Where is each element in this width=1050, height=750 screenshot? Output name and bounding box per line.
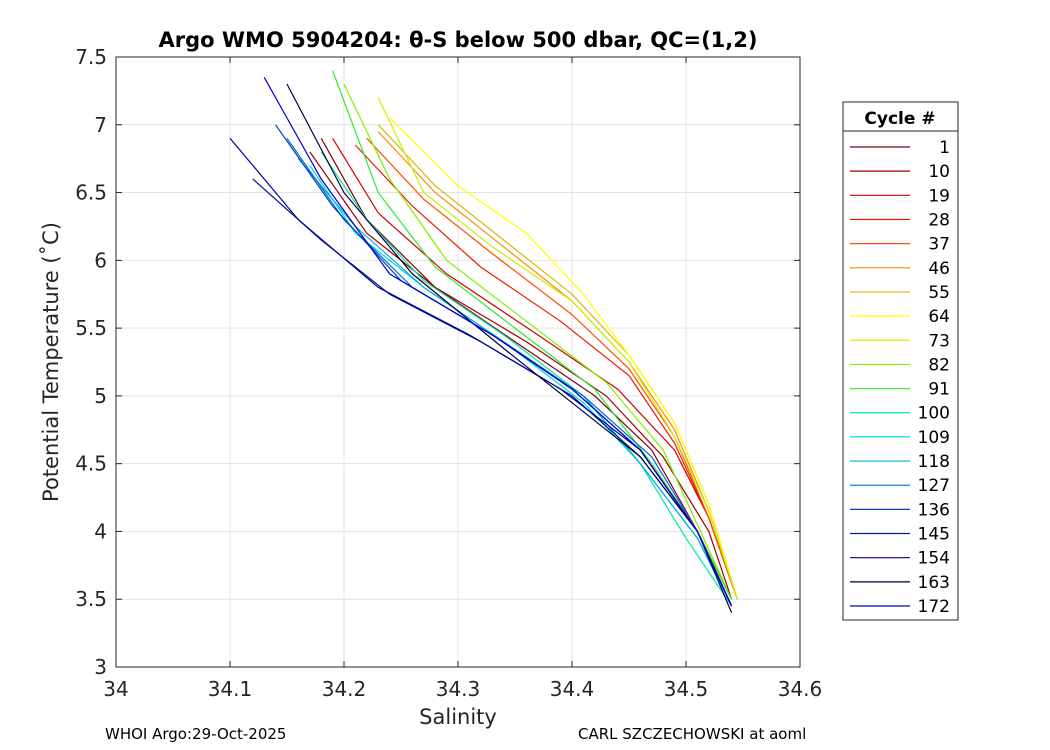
series-line-cycle-37	[366, 137, 738, 600]
plot-area	[115, 56, 801, 668]
y-tick-label: 4.5	[75, 452, 107, 476]
y-tick-label: 5	[94, 384, 107, 408]
y-tick-label: 3	[94, 655, 107, 679]
legend-label-cycle-154: 154	[918, 549, 950, 569]
x-tick-label: 34.1	[208, 677, 253, 701]
x-tick-label: 34.2	[322, 677, 367, 701]
legend-label-cycle-100: 100	[918, 404, 950, 424]
legend-label-cycle-46: 46	[928, 259, 950, 279]
x-tick-label: 34.3	[436, 677, 481, 701]
legend-label-cycle-28: 28	[928, 210, 950, 230]
legend-label-cycle-37: 37	[928, 235, 950, 255]
series-line-cycle-172	[263, 77, 733, 607]
series-line-cycle-82	[343, 83, 733, 600]
y-tick-label: 3.5	[75, 587, 107, 611]
y-tick-label: 6	[94, 248, 107, 272]
legend-title: Cycle #	[864, 109, 935, 129]
x-tick-label: 34.4	[550, 677, 595, 701]
footer-right: CARL SZCZECHOWSKI at aoml	[578, 725, 807, 743]
x-tick-label: 34.6	[778, 677, 823, 701]
series-lines	[229, 70, 738, 614]
x-tick-label: 34.5	[664, 677, 709, 701]
legend-label-cycle-1: 1	[939, 138, 950, 158]
legend-label-cycle-55: 55	[928, 283, 950, 303]
legend-label-cycle-172: 172	[918, 597, 950, 617]
series-line-cycle-100	[320, 151, 733, 607]
legend-label-cycle-109: 109	[918, 428, 950, 448]
footer-left: WHOI Argo:29-Oct-2025	[105, 725, 287, 743]
legend-label-cycle-136: 136	[918, 500, 950, 520]
y-axis-ticks: 3 3.5 4 4.5 5 5.5 6 6.5 7 7.5	[75, 45, 800, 679]
series-line-cycle-73	[377, 97, 738, 600]
y-tick-label: 6.5	[75, 181, 107, 205]
legend-label-cycle-127: 127	[918, 476, 950, 496]
legend-label-cycle-82: 82	[928, 355, 950, 375]
legend-label-cycle-64: 64	[928, 307, 950, 327]
series-line-cycle-10	[309, 151, 733, 600]
y-tick-label: 4	[94, 519, 107, 543]
x-tick-label: 34	[103, 677, 128, 701]
legend-label-cycle-145: 145	[918, 525, 950, 545]
x-axis-ticks: 34 34.1 34.2 34.3 34.4 34.5 34.6	[103, 57, 822, 701]
series-line-cycle-64	[389, 117, 738, 600]
y-tick-label: 7.5	[75, 45, 107, 69]
y-tick-label: 5.5	[75, 316, 107, 340]
legend-label-cycle-163: 163	[918, 573, 950, 593]
chart-title: Argo WMO 5904204: θ-S below 500 dbar, QC…	[159, 28, 758, 52]
x-axis-label: Salinity	[419, 705, 497, 729]
y-axis-label: Potential Temperature (˚C)	[39, 222, 63, 502]
legend: Cycle # 1 10 19 28 37 46 55 64 73 82 91 100 109 118 12…	[842, 101, 959, 621]
series-line-cycle-163	[286, 83, 733, 614]
legend-label-cycle-10: 10	[928, 162, 950, 182]
legend-label-cycle-73: 73	[928, 331, 950, 351]
legend-label-cycle-19: 19	[928, 186, 950, 206]
legend-label-cycle-91: 91	[928, 380, 950, 400]
legend-items: 1 10 19 28 37 46 55 64 73 82 91 100 109 118 127 136 145 1…	[850, 138, 950, 617]
legend-label-cycle-118: 118	[918, 452, 950, 472]
y-tick-label: 7	[94, 113, 107, 137]
